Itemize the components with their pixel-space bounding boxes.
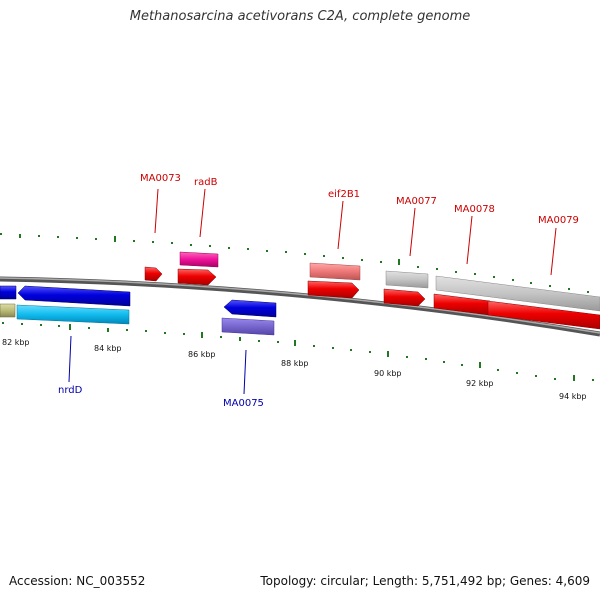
tick-label: 86 kbp bbox=[188, 350, 216, 359]
label-leaders-bottom bbox=[68, 335, 247, 395]
genome-summary: Topology: circular; Length: 5,751,492 bp… bbox=[260, 574, 590, 588]
gene-label-MA0077[interactable]: MA0077 bbox=[396, 196, 437, 207]
tick-label: 88 kbp bbox=[281, 359, 309, 368]
gene-label-MA0078[interactable]: MA0078 bbox=[454, 204, 495, 215]
cog-feature-nrdD[interactable] bbox=[16, 304, 130, 325]
genome-backbone bbox=[0, 276, 600, 337]
gene-label-MA0075[interactable]: MA0075 bbox=[223, 398, 264, 409]
cds-arrow-radB[interactable] bbox=[177, 268, 217, 286]
cds-arrow-nrdD[interactable] bbox=[17, 285, 131, 307]
gene-label-eif2B1[interactable]: eif2B1 bbox=[328, 189, 360, 200]
cog-feature-partial-left[interactable] bbox=[0, 303, 16, 318]
cds-arrow-MA0073[interactable] bbox=[144, 266, 163, 282]
tick-label: 94 kbp bbox=[559, 392, 587, 401]
tick-label: 82 kbp bbox=[2, 338, 30, 347]
cog-feature-MA0078-MA0079[interactable] bbox=[435, 275, 600, 312]
map-title: Methanosarcina acetivorans C2A, complete… bbox=[129, 9, 471, 24]
gene-label-MA0079[interactable]: MA0079 bbox=[538, 215, 579, 226]
reverse-strand-features bbox=[0, 285, 277, 336]
cog-feature-eif2B1[interactable] bbox=[309, 262, 361, 281]
cds-arrow-MA0075[interactable] bbox=[223, 299, 277, 318]
gene-labels-bottom: nrdD MA0075 bbox=[58, 385, 264, 409]
outer-scale-ring bbox=[0, 233, 589, 293]
inner-scale-ring bbox=[2, 322, 594, 381]
accession-label: Accession: NC_003552 bbox=[9, 574, 146, 588]
tick-label: 90 kbp bbox=[374, 369, 402, 378]
cog-feature-radB[interactable] bbox=[179, 251, 219, 268]
gene-labels-top: MA0073 radB eif2B1 MA0077 MA0078 MA0079 bbox=[140, 173, 579, 226]
gene-label-radB[interactable]: radB bbox=[194, 177, 218, 188]
cds-arrow-MA0079[interactable] bbox=[487, 300, 600, 330]
tick-label: 92 kbp bbox=[466, 379, 494, 388]
cog-feature-MA0075[interactable] bbox=[221, 317, 275, 336]
label-leaders-top bbox=[154, 188, 557, 276]
genome-backbone-highlight bbox=[0, 277, 600, 334]
forward-strand-features bbox=[144, 251, 600, 330]
cds-arrow-eif2B1[interactable] bbox=[307, 280, 360, 299]
gene-label-nrdD[interactable]: nrdD bbox=[58, 385, 83, 396]
cds-arrow-partial-left[interactable] bbox=[0, 285, 17, 300]
tick-label: 84 kbp bbox=[94, 344, 122, 353]
tick-labels: 82 kbp 84 kbp 86 kbp 88 kbp 90 kbp 92 kb… bbox=[2, 338, 587, 401]
cds-arrow-MA0077[interactable] bbox=[383, 288, 426, 307]
gene-label-MA0073[interactable]: MA0073 bbox=[140, 173, 181, 184]
cog-feature-MA0077[interactable] bbox=[385, 270, 429, 289]
